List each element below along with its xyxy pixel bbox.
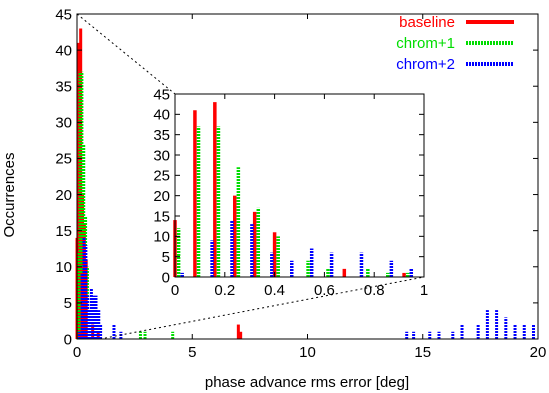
main-y-tick-label: 35 [55, 78, 72, 95]
inset-y-tick-label: 20 [153, 188, 170, 205]
main-y-tick-label: 40 [55, 42, 72, 59]
inset-plot-frame [174, 93, 425, 278]
x-axis-title: phase advance rms error [deg] [205, 374, 409, 391]
inset-y-tick-label: 45 [153, 86, 170, 103]
inset-x-tick-label: 0.2 [214, 282, 235, 299]
main-y-tick-label: 30 [55, 115, 72, 132]
legend-label-chrom2: chrom+2 [396, 56, 455, 73]
inset-y-tick-label: 25 [153, 168, 170, 185]
inset-y-tick-label: 30 [153, 147, 170, 164]
inset-x-tick-label: 1 [420, 282, 428, 299]
inset-x-tick-label: 0 [171, 282, 179, 299]
main-y-tick-label: 0 [64, 331, 72, 348]
main-y-tick-label: 25 [55, 151, 72, 168]
inset-x-tick-label: 0.6 [314, 282, 335, 299]
inset-background [169, 94, 425, 277]
legend-label-chrom1: chrom+1 [396, 35, 455, 52]
inset-y-tick-label: 15 [153, 208, 170, 225]
main-y-tick-label: 20 [55, 187, 72, 204]
main-y-tick-label: 45 [55, 6, 72, 23]
main-y-tick-label: 5 [64, 295, 72, 312]
main-x-tick-label: 0 [73, 344, 81, 361]
zoom-line-top [76, 13, 176, 95]
main-x-tick-label: 20 [530, 344, 547, 361]
main-x-tick-label: 15 [414, 344, 431, 361]
legend-label-baseline: baseline [399, 14, 455, 31]
main-x-tick-label: 5 [188, 344, 196, 361]
main-y-tick-label: 15 [55, 223, 72, 240]
inset-y-tick-label: 10 [153, 229, 170, 246]
inset-x-tick-label: 0.8 [364, 282, 385, 299]
y-axis-title: Occurrences [1, 152, 18, 237]
legend: baseline chrom+1 chrom+2 [396, 14, 514, 73]
inset-y-tick-label: 0 [162, 269, 170, 286]
main-x-tick-label: 10 [299, 344, 316, 361]
inset-y-tick-label: 35 [153, 127, 170, 144]
main-y-tick-label: 10 [55, 259, 72, 276]
inset-y-tick-label: 5 [162, 249, 170, 266]
inset-y-tick-label: 40 [153, 107, 170, 124]
inset-x-tick-label: 0.4 [264, 282, 285, 299]
